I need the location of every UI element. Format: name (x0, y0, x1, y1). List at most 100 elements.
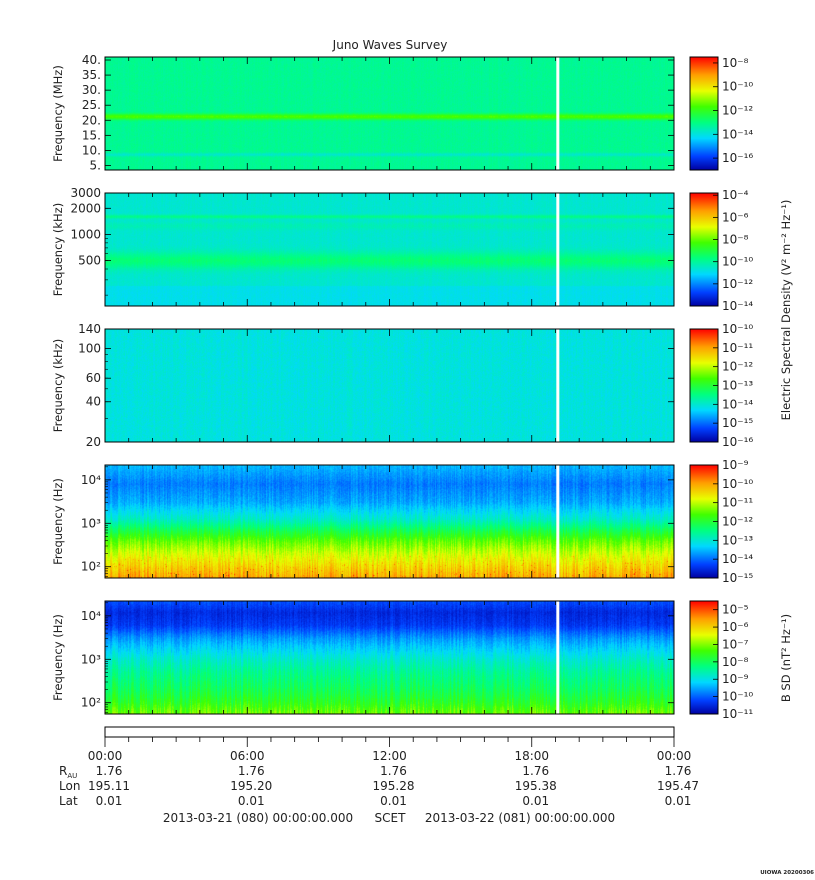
y-axis-label: Frequency (Hz) (51, 478, 65, 565)
y-axis-label: Frequency (kHz) (51, 203, 65, 296)
colorbar-tick-label: 10⁻⁶ (722, 620, 749, 634)
y-axis-label: Frequency (kHz) (51, 339, 65, 432)
spectrogram-image (105, 465, 674, 578)
data-gap (556, 601, 560, 714)
colorbar-tick-label: 10⁻¹⁴ (722, 299, 753, 313)
data-gap (556, 329, 560, 442)
processing-stamp: UIOWA 20200306 (760, 870, 814, 876)
y-tick-label: 20 (86, 435, 101, 449)
y-tick-label: 1000 (70, 227, 101, 241)
spectrogram-panels: 5.10.15.20.25.30.35.40. Frequency (MHz) 10… (51, 53, 753, 721)
spectrogram-image (105, 329, 674, 442)
ephemeris-value: 0.01 (665, 794, 692, 808)
colorbar-frame (689, 192, 719, 307)
y-tick-label: 35. (82, 68, 101, 82)
y-tick-label: 10⁴ (81, 609, 101, 623)
y-tick-label: 15. (82, 128, 101, 142)
y-tick-label: 10³ (81, 652, 101, 666)
y-tick-label: 10³ (81, 516, 101, 530)
y-tick-label: 5. (90, 158, 101, 172)
ephemeris-value: 1.76 (665, 764, 692, 778)
ephemeris-row-label: RAU (59, 764, 77, 780)
footer-mode: SCET (375, 811, 407, 825)
colorbar-tick-label: 10⁻¹⁴ (722, 552, 753, 566)
ephemeris-value: 0.01 (380, 794, 407, 808)
colorbar-tick-label: 10⁻¹² (722, 360, 753, 374)
time-tick-label: 12:00 (372, 749, 407, 763)
ephemeris-value: 0.01 (238, 794, 265, 808)
ephemeris-value: 195.47 (657, 779, 699, 793)
colorbar-tick-label: 10⁻¹⁰ (722, 255, 753, 269)
colorbar-tick-label: 10⁻⁹ (722, 458, 749, 472)
time-axis: 00:00 06:00 12:00 18:00 00:00 RAU 1.76 1.76 1.76… (59, 726, 699, 808)
colorbar-tick-label: 10⁻¹⁴ (722, 397, 753, 411)
colorbar (690, 601, 718, 714)
y-axis-label: Frequency (Hz) (51, 614, 65, 701)
spectrogram-panel-4: 10² 10³ 10⁴ Frequency (Hz) 10⁻¹⁵ 10⁻¹⁴ 10⁻¹³ 10… (51, 458, 753, 585)
spectrogram-panel-3: 20 40 60 100 140 Frequency (kHz) 10⁻¹⁶ 10⁻¹⁵ 10⁻… (51, 322, 753, 449)
colorbar-frame (689, 600, 719, 715)
colorbar-tick-label: 10⁻¹³ (722, 533, 753, 547)
footer-end: 2013-03-22 (081) 00:00:00.000 (425, 811, 615, 825)
colorbar-tick-label: 10⁻⁸ (722, 233, 749, 247)
ephemeris-value: 1.76 (96, 764, 123, 778)
time-tick-label: 06:00 (230, 749, 265, 763)
magnetic-colorbar-label: B SD (nT² Hz⁻¹) (779, 614, 793, 702)
y-axis-label: Frequency (MHz) (51, 65, 65, 162)
colorbar-tick-label: 10⁻¹⁰ (722, 322, 753, 336)
y-tick-label: 2000 (70, 201, 101, 215)
ephemeris-value: 195.20 (230, 779, 272, 793)
data-gap (556, 465, 560, 578)
ephemeris-value: 1.76 (238, 764, 265, 778)
time-tick-label: 00:00 (657, 749, 692, 763)
colorbar-tick-label: 10⁻¹¹ (722, 707, 753, 721)
colorbar-tick-label: 10⁻⁹ (722, 672, 749, 686)
colorbar-tick-label: 10⁻¹⁰ (722, 80, 753, 94)
y-tick-label: 10. (82, 143, 101, 157)
y-tick-label: 40. (82, 53, 101, 67)
colorbar-tick-label: 10⁻¹¹ (722, 341, 753, 355)
colorbar-tick-label: 10⁻⁷ (722, 637, 749, 651)
colorbar (690, 57, 718, 170)
colorbar-tick-label: 10⁻¹⁶ (722, 151, 753, 165)
colorbar (690, 193, 718, 306)
colorbar-tick-label: 10⁻¹¹ (722, 496, 753, 510)
colorbar-tick-label: 10⁻⁴ (722, 188, 749, 202)
colorbar-tick-label: 10⁻⁵ (722, 603, 749, 617)
colorbar-tick-label: 10⁻⁸ (722, 655, 749, 669)
colorbar-tick-label: 10⁻⁸ (722, 56, 749, 70)
colorbar-tick-label: 10⁻¹² (722, 277, 753, 291)
colorbar-tick-label: 10⁻¹² (722, 515, 753, 529)
electric-colorbar-label: Electric Spectral Density (V² m⁻² Hz⁻¹) (779, 200, 793, 421)
colorbar-tick-label: 10⁻¹⁴ (722, 127, 753, 141)
colorbar-tick-label: 10⁻¹⁰ (722, 477, 753, 491)
ephemeris-row-label: Lat (59, 794, 78, 808)
y-tick-label: 40 (86, 395, 101, 409)
ephemeris-row-sublabel: AU (67, 772, 77, 780)
y-tick-label: 140 (78, 322, 101, 336)
footer: 2013-03-21 (080) 00:00:00.000 SCET 2013-… (163, 811, 615, 825)
spectrogram-panel-1: 5.10.15.20.25.30.35.40. Frequency (MHz) 10… (51, 53, 753, 172)
y-tick-label: 100 (78, 342, 101, 356)
y-tick-label: 500 (78, 254, 101, 268)
colorbar-tick-label: 10⁻¹⁰ (722, 690, 753, 704)
spectrogram-image (105, 193, 674, 306)
colorbar-tick-label: 10⁻¹⁵ (722, 571, 753, 585)
data-gap (556, 193, 560, 306)
ephemeris-row-label: Lon (59, 779, 80, 793)
spectrogram-image (105, 601, 674, 714)
colorbar-tick-label: 10⁻¹⁶ (722, 435, 753, 449)
y-tick-label: 25. (82, 98, 101, 112)
y-tick-label: 10² (81, 696, 101, 710)
ephemeris-value: 195.11 (88, 779, 130, 793)
ephemeris-value: 0.01 (522, 794, 549, 808)
ephemeris-value: 195.28 (373, 779, 415, 793)
ephemeris-value: 1.76 (522, 764, 549, 778)
y-tick-label: 30. (82, 83, 101, 97)
ephemeris-value: 1.76 (380, 764, 407, 778)
colorbar-tick-label: 10⁻¹⁵ (722, 416, 753, 430)
colorbar-tick-label: 10⁻¹² (722, 104, 753, 118)
time-tick-label: 18:00 (514, 749, 549, 763)
